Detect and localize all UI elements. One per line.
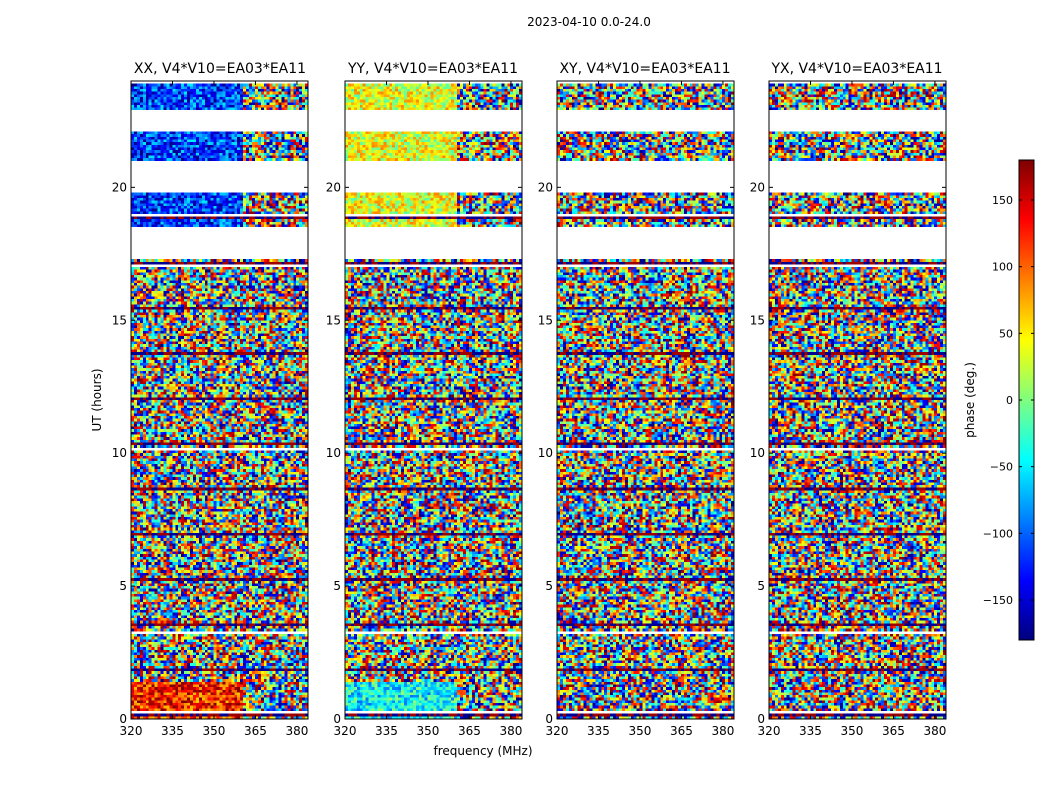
- axes-frame-yy: [344, 80, 523, 720]
- panel-title-yx: YX, V4*V10=EA03*EA11: [770, 61, 942, 77]
- y-tick-label: 0: [119, 712, 127, 726]
- x-tick-label: 380: [923, 724, 946, 738]
- heatmap-yx: [769, 81, 946, 719]
- x-tick-label: 365: [670, 724, 693, 738]
- x-tick-label: 320: [334, 724, 357, 738]
- x-tick-label: 320: [546, 724, 569, 738]
- colorbar-tick-label: −100: [983, 527, 1013, 540]
- x-tick-label: 320: [758, 724, 781, 738]
- y-tick-label: 0: [757, 712, 765, 726]
- y-tick-label: 5: [757, 579, 765, 593]
- y-tick-label: 10: [112, 446, 127, 460]
- x-tick-label: 335: [161, 724, 184, 738]
- colorbar-tick-label: 150: [992, 194, 1013, 207]
- y-tick-label: 15: [750, 313, 765, 327]
- panel-xx: XX, V4*V10=EA03*EA11 320 335 350 365 380 0 5 10…: [112, 61, 309, 738]
- axes-frame-yx: [768, 80, 947, 720]
- y-tick-label: 0: [333, 712, 341, 726]
- heatmap-xy: [557, 81, 734, 719]
- x-tick-label: 365: [882, 724, 905, 738]
- x-tick-label: 350: [417, 724, 440, 738]
- x-axis-label: frequency (MHz): [433, 744, 532, 758]
- y-tick-label: 5: [545, 579, 553, 593]
- x-tick-label: 335: [587, 724, 610, 738]
- y-tick-label: 15: [326, 313, 341, 327]
- x-tick-label: 335: [799, 724, 822, 738]
- x-tick-label: 335: [375, 724, 398, 738]
- heatmap-yy: [345, 81, 522, 719]
- x-tick-label: 365: [458, 724, 481, 738]
- colorbar-tick-label: −150: [983, 594, 1013, 607]
- x-tick-label: 380: [711, 724, 734, 738]
- colorbar: phase (deg.) −150 −100 −50 0 50 100 150: [963, 159, 1035, 641]
- colorbar-label: phase (deg.): [963, 362, 977, 438]
- y-tick-label: 20: [326, 180, 341, 194]
- x-tick-label: 350: [203, 724, 226, 738]
- colorbar-tick-label: 0: [1006, 394, 1013, 407]
- heatmap-xx: [131, 81, 308, 719]
- x-tick-label: 350: [841, 724, 864, 738]
- y-tick-label: 20: [750, 180, 765, 194]
- y-tick-label: 15: [538, 313, 553, 327]
- y-tick-label: 0: [545, 712, 553, 726]
- x-tick-label: 380: [285, 724, 308, 738]
- panel-yy: YY, V4*V10=EA03*EA11 320 335 350 365 380 0 5 10…: [326, 61, 523, 738]
- panel-xy: XY, V4*V10=EA03*EA11 320 335 350 365 380 0 5 10…: [538, 61, 735, 738]
- colorbar-tick-label: 100: [992, 261, 1013, 274]
- y-tick-label: 5: [333, 579, 341, 593]
- y-tick-label: 10: [538, 446, 553, 460]
- y-tick-label: 15: [112, 313, 127, 327]
- colorbar-tick-label: −50: [990, 461, 1013, 474]
- y-tick-label: 5: [119, 579, 127, 593]
- x-tick-label: 365: [244, 724, 267, 738]
- x-tick-label: 350: [629, 724, 652, 738]
- colorbar-tick-label: 50: [999, 327, 1013, 340]
- panel-yx: YX, V4*V10=EA03*EA11 320 335 350 365 380 0 5 10…: [750, 61, 947, 738]
- panel-title-yy: YY, V4*V10=EA03*EA11: [347, 61, 518, 77]
- y-axis-label: UT (hours): [90, 368, 104, 431]
- x-tick-label: 380: [499, 724, 522, 738]
- y-tick-label: 20: [112, 180, 127, 194]
- axes-frame-xx: [130, 80, 309, 720]
- y-tick-label: 10: [326, 446, 341, 460]
- y-tick-label: 20: [538, 180, 553, 194]
- y-tick-label: 10: [750, 446, 765, 460]
- x-tick-label: 320: [120, 724, 143, 738]
- panel-title-xx: XX, V4*V10=EA03*EA11: [134, 61, 306, 77]
- panel-title-xy: XY, V4*V10=EA03*EA11: [559, 61, 730, 77]
- figure-title: 2023-04-10 0.0-24.0: [527, 15, 651, 29]
- axes-frame-xy: [556, 80, 735, 720]
